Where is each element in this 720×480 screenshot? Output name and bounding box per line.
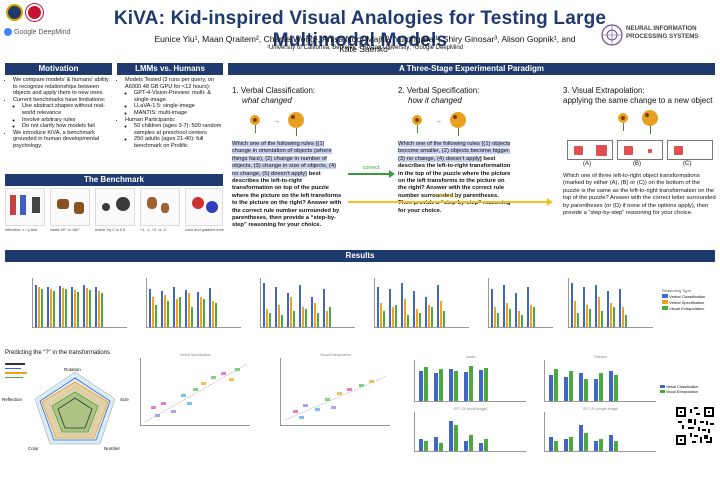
benchmark-panel [185, 188, 223, 226]
radar-title: Predicting the “?” in the transformation… [5, 350, 111, 356]
bar-chart [374, 278, 469, 328]
lmms-text: Models Tested (3 runs per query, on A600… [117, 77, 224, 150]
qr-code-icon[interactable] [676, 407, 714, 445]
option-a-box [567, 140, 613, 160]
incorrect-arrow: incorrect [346, 193, 558, 207]
participant-item: 250 adults (ages 21-40): full benchmark … [134, 136, 224, 149]
stage1-image: → [240, 110, 320, 136]
stage1-question: Which one of the following rules {(1) ch… [232, 141, 342, 229]
benchmark-caption: +1, -1, +2, or -2 [140, 228, 167, 232]
legend-item: Verbal Classification [662, 294, 718, 300]
radar-axis-label: Color [28, 446, 39, 451]
small-bar-chart: Adults [414, 355, 526, 402]
results-heading: Results [5, 250, 715, 262]
bar-chart [568, 278, 653, 328]
participant-item: 50 children (ages 3-7): 500 random sampl… [134, 123, 224, 136]
stage2-image: → [402, 110, 482, 136]
author-list: Eunice Yiu¹, Maan Qraitem², Charlie Wong… [154, 34, 576, 54]
benchmark-heading: The Benchmark [5, 174, 223, 186]
bar-chart [488, 278, 553, 328]
berkeley-seal [6, 4, 23, 21]
benchmark-panel [95, 188, 135, 226]
stage2-question: Which one of the following rules {(1) ob… [398, 141, 511, 214]
motivation-subitem: Involve arbitrary rules [22, 117, 113, 124]
benchmark-caption: rotate 90° or 180° [50, 228, 80, 232]
benchmark-caption: reflection: x / y axis [5, 228, 38, 232]
benchmark-examples: reflection: x / y axis rotate 90° or 180… [5, 188, 224, 240]
radar-axis-label: Size [120, 397, 129, 402]
bu-seal [26, 4, 43, 21]
participants-heading: Human Participants: 50 children (ages 3-… [125, 117, 224, 150]
motivation-item: We compare models’ & humans’ ability to … [13, 77, 113, 97]
motivation-item: Current benchmarks have limitations: Use… [13, 97, 113, 130]
motivation-heading: Motivation [5, 63, 112, 75]
motivation-item: We introduce KiVA, a benchmark grounded … [13, 130, 113, 150]
scatter-chart-visual: Visual Extrapolation [280, 353, 390, 426]
scatter-chart-verbal: Verbal Specification [140, 353, 250, 426]
motivation-subitem: Do not clarify how models fail [22, 123, 113, 130]
bar-chart [146, 278, 241, 328]
legend-title: Reasoning Type [662, 288, 691, 293]
model-item: MANTIS: multi-image [134, 110, 224, 117]
correct-arrow: correct [346, 165, 396, 178]
bar-chart [260, 278, 355, 328]
radar-legend [5, 360, 35, 384]
benchmark-panel [5, 188, 45, 226]
models-heading: Models Tested (3 runs per query, on A600… [125, 77, 224, 117]
neurips-icon [601, 24, 623, 46]
radar-axis-label: Number [104, 446, 121, 451]
model-item: GPT-4-Vision-Preview: multi- & single-im… [134, 90, 224, 103]
affiliations: ¹University of California, Berkeley; ² B… [266, 45, 464, 51]
benchmark-caption: resize: by 2 or 0.5 [95, 228, 126, 232]
option-c-label: (C) [683, 161, 692, 167]
legend-item: Verbal Specification [662, 300, 718, 306]
benchmark-caption: color and gradient tone [185, 228, 224, 232]
benchmark-panel [140, 188, 180, 226]
radar-axis-label: Reflection [2, 397, 23, 402]
stage3-title: 3. Visual Extrapolation: applying the sa… [563, 86, 713, 105]
radar-chart [34, 371, 116, 445]
option-b-label: (B) [633, 161, 641, 167]
radar-axis-label: Rotation [64, 367, 81, 372]
poster-title: KiVA: Kid-inspired Visual Analogies for … [113, 8, 607, 51]
deepmind-logo: Google DeepMind [4, 27, 84, 37]
option-c-box [667, 140, 713, 160]
lmms-heading: LMMs vs. Humans [117, 63, 223, 75]
results-legend: Reasoning Type Verbal Classification Ver… [662, 288, 718, 312]
stage3-options: (A) (B) (C) [567, 140, 717, 170]
stage3-question: Which one of three left-to-right object … [563, 173, 716, 217]
small-bar-chart: GPT-4V (single-image) [544, 407, 656, 452]
motivation-text: We compare models’ & humans’ ability to … [5, 77, 113, 150]
motivation-subitem: Use abstract shapes without real-world r… [22, 103, 113, 116]
small-legend: Verbal Classification Visual Extrapolati… [660, 385, 710, 395]
results-bar-row [8, 268, 658, 338]
small-bar-chart: Children [544, 355, 656, 402]
deepmind-icon [4, 28, 12, 36]
small-bar-chart: GPT-4V (multi-image) [414, 407, 526, 452]
legend-item: Visual Extrapolation [662, 306, 718, 312]
bar-chart [32, 278, 127, 328]
stage2-title: 2. Verbal Specification: how it changed [398, 86, 480, 105]
paradigm-heading: A Three-Stage Experimental Paradigm [228, 63, 715, 75]
stage1-title: 1. Verbal Classification: what changed [232, 86, 316, 105]
neurips-logo: NEURAL INFORMATION PROCESSING SYSTEMS [600, 22, 718, 52]
model-item: LLaVA-1.5: single-image [134, 103, 224, 110]
benchmark-panel [50, 188, 90, 226]
stage3-top-image [614, 108, 664, 134]
option-b-box [617, 140, 663, 160]
option-a-label: (A) [583, 161, 591, 167]
